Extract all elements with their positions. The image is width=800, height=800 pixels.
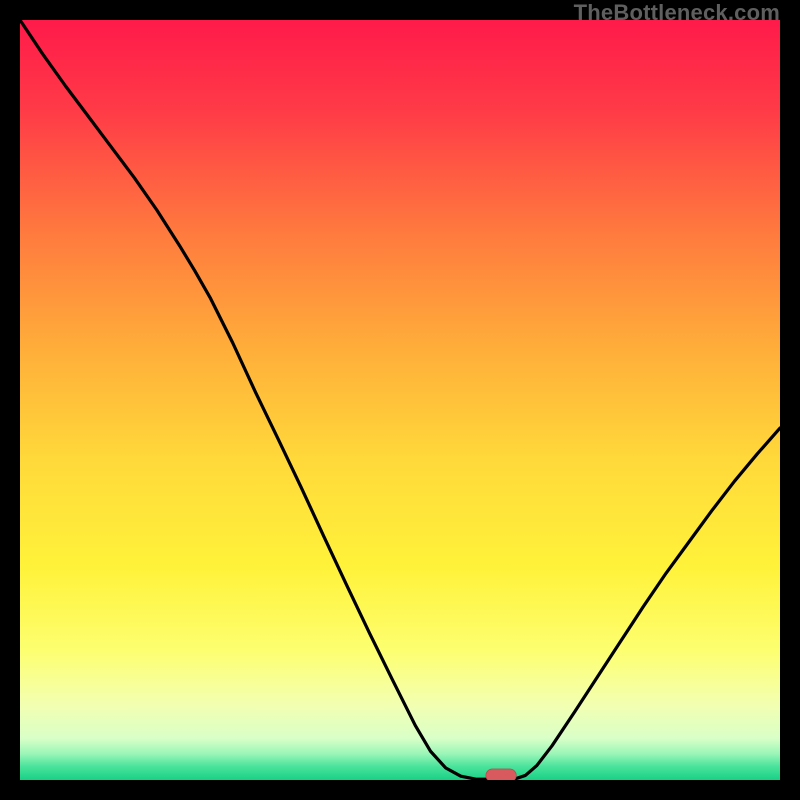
canvas-root: TheBottleneck.com [0, 0, 800, 800]
watermark-text: TheBottleneck.com [574, 0, 780, 26]
optimal-marker [486, 769, 516, 780]
curve-path [20, 20, 780, 779]
plot-area [20, 20, 780, 780]
bottleneck-curve [20, 20, 780, 780]
